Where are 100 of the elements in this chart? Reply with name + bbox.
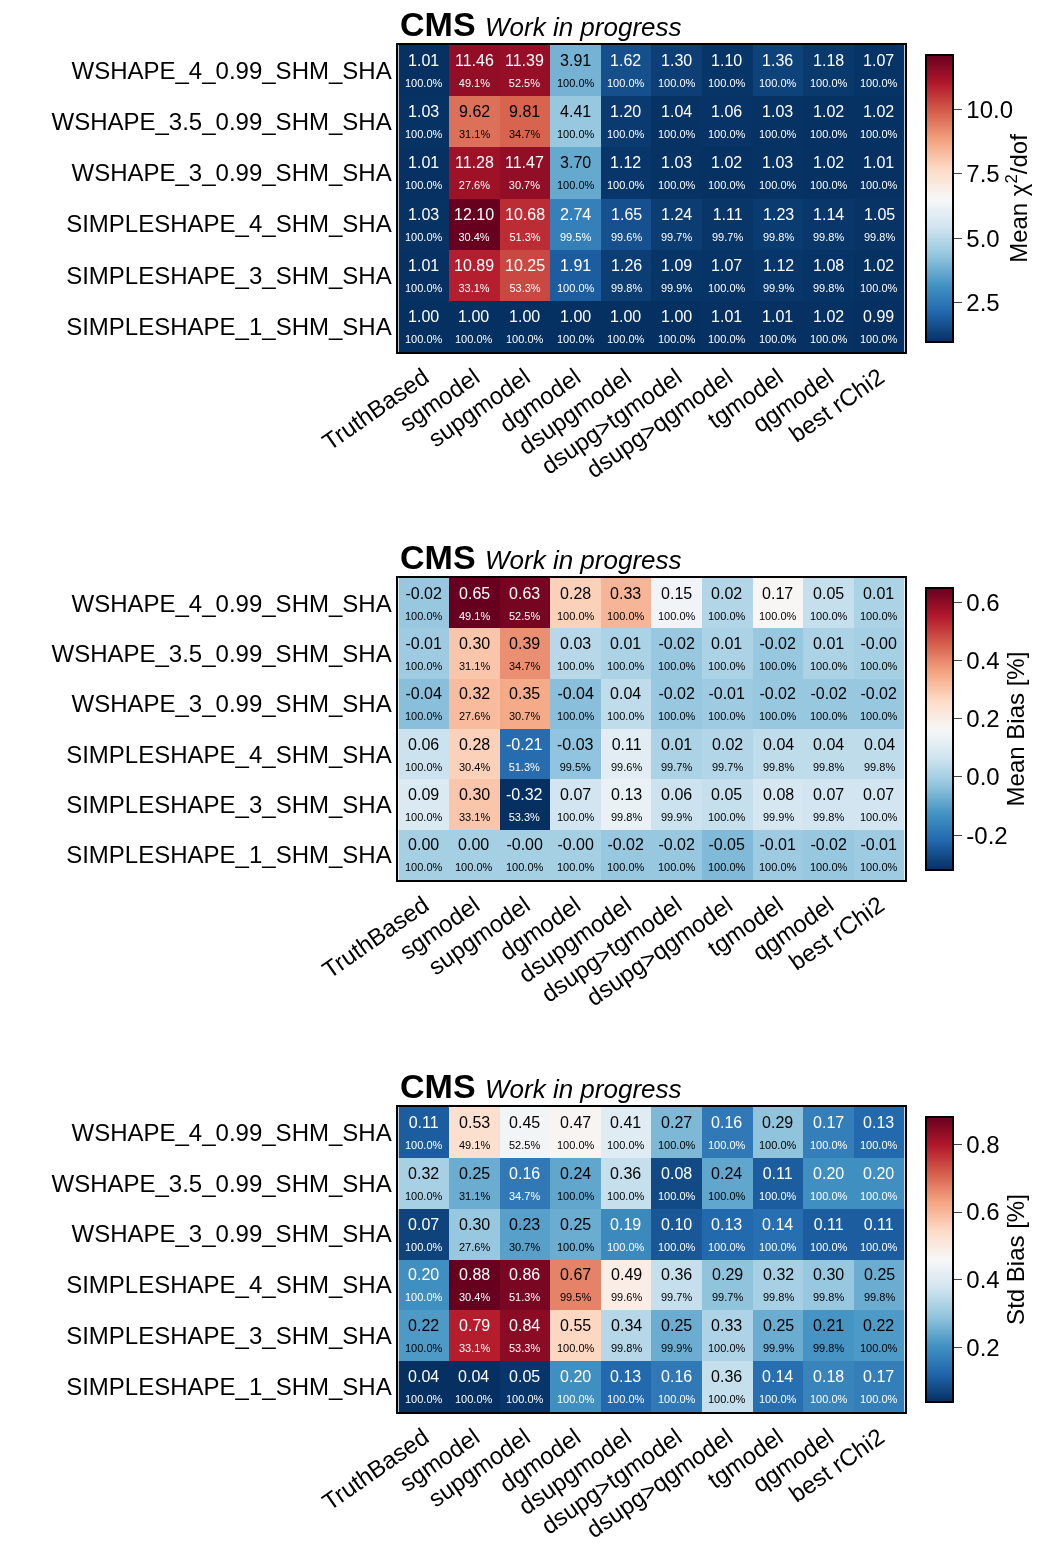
data-label: 0.05 100.0% bbox=[810, 585, 848, 622]
color-bar-label: 0.2 bbox=[966, 705, 1000, 733]
y-tick-label: SIMPLESHAPE_1_SHM_SHA bbox=[66, 841, 392, 869]
data-label: 0.05 100.0% bbox=[506, 1368, 544, 1405]
data-label: 0.17 100.0% bbox=[860, 1368, 898, 1405]
y-tick-label: WSHAPE_3_0.99_SHM_SHA bbox=[71, 690, 392, 718]
data-label: 0.11 100.0% bbox=[860, 1216, 898, 1253]
color-bar-label: 0.4 bbox=[966, 647, 1000, 675]
data-label: -0.02 100.0% bbox=[658, 685, 696, 722]
color-bar-label: 2.5 bbox=[966, 289, 1000, 317]
data-label: 1.65 99.6% bbox=[611, 206, 643, 243]
data-label: 0.13 99.8% bbox=[611, 786, 643, 823]
data-label: 1.00 100.0% bbox=[455, 308, 493, 345]
data-label: 1.09 99.9% bbox=[661, 257, 693, 294]
y-tick-label: SIMPLESHAPE_4_SHM_SHA bbox=[66, 210, 392, 238]
data-label: 0.84 53.3% bbox=[509, 1317, 541, 1354]
data-label: 0.29 100.0% bbox=[759, 1114, 797, 1151]
data-label: 0.13 100.0% bbox=[708, 1216, 746, 1253]
data-label: 0.34 99.8% bbox=[611, 1317, 643, 1354]
data-label: 1.18 100.0% bbox=[810, 52, 848, 89]
data-label: 1.07 100.0% bbox=[708, 257, 746, 294]
y-tick-label: SIMPLESHAPE_3_SHM_SHA bbox=[66, 1322, 392, 1350]
data-label: 0.06 99.9% bbox=[661, 786, 693, 823]
data-label: 0.86 51.3% bbox=[509, 1266, 541, 1303]
data-label: 1.03 100.0% bbox=[405, 206, 443, 243]
data-label: 0.17 100.0% bbox=[759, 585, 797, 622]
y-tick-label: WSHAPE_3_0.99_SHM_SHA bbox=[71, 159, 392, 187]
data-label: -0.00 100.0% bbox=[557, 836, 595, 873]
color-bar-label: 0.6 bbox=[966, 1198, 1000, 1226]
data-label: -0.02 100.0% bbox=[405, 585, 443, 622]
data-label: 0.01 99.7% bbox=[661, 736, 693, 773]
data-label: 0.10 100.0% bbox=[658, 1216, 696, 1253]
color-bar-title: Mean Bias [%] bbox=[1001, 651, 1029, 807]
data-label: -0.02 100.0% bbox=[658, 836, 696, 873]
data-label: 1.62 100.0% bbox=[607, 52, 645, 89]
data-label: -0.32 53.3% bbox=[506, 786, 543, 823]
data-label: 0.04 99.8% bbox=[864, 736, 896, 773]
color-bar-label: 0.8 bbox=[966, 1130, 1000, 1158]
data-label: 0.41 100.0% bbox=[607, 1114, 645, 1151]
data-label: 0.79 33.1% bbox=[459, 1317, 491, 1354]
data-label: 1.01 100.0% bbox=[759, 308, 797, 345]
data-label: 11.46 49.1% bbox=[455, 52, 494, 89]
data-label: 10.89 33.1% bbox=[454, 257, 495, 294]
data-label: 0.13 100.0% bbox=[607, 1368, 645, 1405]
y-tick-label: SIMPLESHAPE_1_SHM_SHA bbox=[66, 312, 392, 340]
data-label: 0.04 99.8% bbox=[813, 736, 845, 773]
data-label: 1.24 99.7% bbox=[661, 206, 693, 243]
data-label: 0.22 100.0% bbox=[860, 1317, 898, 1354]
y-tick-label: SIMPLESHAPE_3_SHM_SHA bbox=[66, 790, 392, 818]
data-label: 0.63 52.5% bbox=[509, 585, 541, 622]
data-label: 11.39 52.5% bbox=[505, 52, 544, 89]
data-label: 0.55 100.0% bbox=[557, 1317, 595, 1354]
data-label: -0.01 100.0% bbox=[708, 685, 746, 722]
color-bar-label: 0.0 bbox=[966, 763, 1000, 791]
data-label: 11.47 30.7% bbox=[505, 154, 544, 191]
data-label: 0.14 100.0% bbox=[759, 1216, 797, 1253]
data-label: 0.01 100.0% bbox=[708, 635, 746, 672]
data-label: 0.53 49.1% bbox=[459, 1114, 491, 1151]
data-label: -0.03 99.5% bbox=[557, 736, 594, 773]
data-label: 0.36 99.7% bbox=[661, 1266, 693, 1303]
data-label: 1.02 100.0% bbox=[860, 257, 898, 294]
y-tick-label: SIMPLESHAPE_4_SHM_SHA bbox=[66, 740, 392, 768]
data-label: 1.26 99.8% bbox=[611, 257, 643, 294]
data-label: 1.36 100.0% bbox=[759, 52, 797, 89]
data-label: 0.13 100.0% bbox=[860, 1114, 898, 1151]
color-bar-label: 5.0 bbox=[966, 224, 1000, 252]
data-label: 0.39 34.7% bbox=[509, 635, 541, 672]
data-label: 1.07 100.0% bbox=[860, 52, 898, 89]
y-tick-label: SIMPLESHAPE_3_SHM_SHA bbox=[66, 261, 392, 289]
chart-title: CMS bbox=[400, 538, 476, 576]
data-label: 1.01 100.0% bbox=[405, 257, 443, 294]
data-label: 0.01 100.0% bbox=[810, 635, 848, 672]
data-label: 1.08 99.8% bbox=[813, 257, 845, 294]
data-label: 1.06 100.0% bbox=[708, 103, 746, 140]
y-tick-label: WSHAPE_3.5_0.99_SHM_SHA bbox=[51, 639, 392, 667]
data-label: 1.03 100.0% bbox=[405, 103, 443, 140]
data-label: 1.02 100.0% bbox=[860, 103, 898, 140]
data-label: 0.28 30.4% bbox=[459, 736, 491, 773]
data-label: -0.04 100.0% bbox=[405, 685, 443, 722]
data-label: 0.36 100.0% bbox=[708, 1368, 746, 1405]
chart-subtitle: Work in progress bbox=[485, 12, 682, 42]
data-label: 0.04 99.8% bbox=[763, 736, 795, 773]
data-label: 0.25 100.0% bbox=[557, 1216, 595, 1253]
data-label: 1.20 100.0% bbox=[607, 103, 645, 140]
data-label: 0.07 100.0% bbox=[405, 1216, 443, 1253]
data-label: 10.25 53.3% bbox=[505, 257, 546, 294]
data-label: 0.28 100.0% bbox=[557, 585, 595, 622]
data-label: 0.04 100.0% bbox=[455, 1368, 493, 1405]
chart-subtitle: Work in progress bbox=[485, 545, 682, 575]
data-label: 9.62 31.1% bbox=[459, 103, 491, 140]
data-label: 0.14 100.0% bbox=[759, 1368, 797, 1405]
data-label: 1.02 100.0% bbox=[810, 154, 848, 191]
data-label: 0.30 33.1% bbox=[459, 786, 491, 823]
data-label: 12.10 30.4% bbox=[454, 206, 495, 243]
data-label: 0.22 100.0% bbox=[405, 1317, 443, 1354]
data-label: 1.03 100.0% bbox=[759, 154, 797, 191]
chart-subtitle: Work in progress bbox=[485, 1074, 682, 1104]
data-label: 0.33 100.0% bbox=[607, 585, 645, 622]
data-label: 0.06 100.0% bbox=[405, 736, 443, 773]
data-label: 1.00 100.0% bbox=[607, 308, 645, 345]
